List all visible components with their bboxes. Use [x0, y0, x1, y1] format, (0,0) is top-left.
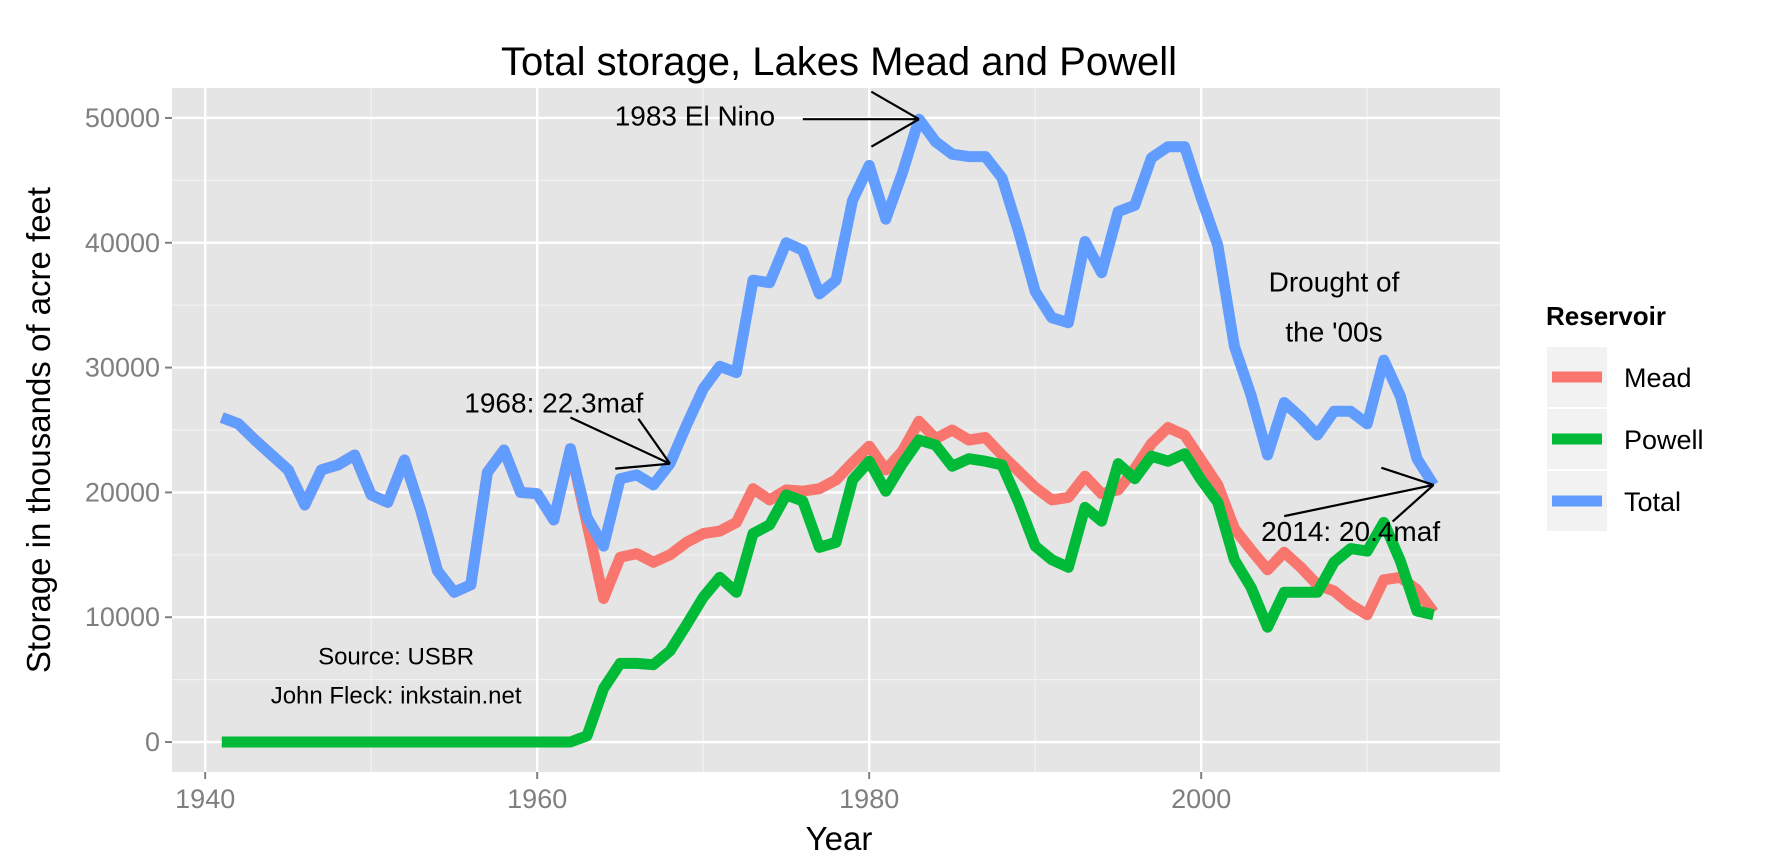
x-tick-label: 2000 — [1171, 784, 1231, 814]
y-axis: 0 10000 20000 30000 40000 50000 — [85, 103, 172, 757]
y-tick-label: 40000 — [85, 228, 160, 258]
annotation-label: 2014: 20.4maf — [1261, 516, 1440, 547]
annotation-arrow-head — [870, 118, 920, 148]
legend: Reservoir Mead Powell Total — [1545, 301, 1704, 533]
legend-label-mead: Mead — [1624, 363, 1692, 393]
y-axis-title: Storage in thousands of acre feet — [20, 187, 57, 673]
series-line-total — [219, 113, 1439, 598]
x-tick-label: 1940 — [175, 784, 235, 814]
annotation-arrow-shaft — [1283, 483, 1434, 518]
y-tick-label: 30000 — [85, 353, 160, 383]
annotation-label: Drought of — [1269, 266, 1400, 297]
x-axis: 1940 1960 1980 2000 — [175, 772, 1231, 814]
annotation-label: the '00s — [1285, 316, 1382, 347]
legend-label-total: Total — [1624, 487, 1681, 517]
annotation-arrow-head — [615, 462, 671, 470]
annotation-label: John Fleck: inkstain.net — [271, 682, 522, 709]
y-tick-label: 50000 — [85, 103, 160, 133]
y-tick-label: 20000 — [85, 477, 160, 507]
annotation-arrow-head — [637, 418, 671, 465]
annotation-label: Source: USBR — [318, 644, 474, 671]
series-line-powell — [221, 434, 1435, 748]
y-tick-label: 10000 — [85, 602, 160, 632]
plot-panel: 1983 El Nino 1968: 22.3maf Drought of the '… — [172, 88, 1500, 772]
legend-title: Reservoir — [1546, 301, 1666, 331]
annotation-label: 1983 El Nino — [615, 100, 775, 131]
annotation-arrow-head — [1381, 466, 1434, 486]
legend-label-powell: Powell — [1624, 425, 1704, 455]
x-tick-label: 1980 — [839, 784, 899, 814]
x-tick-label: 1960 — [507, 784, 567, 814]
y-tick-label: 0 — [145, 727, 160, 757]
annotation-arrow-shaft — [569, 416, 671, 465]
x-axis-title: Year — [806, 820, 873, 857]
annotation-arrow-head — [1391, 484, 1435, 523]
annotation-label: 1968: 22.3maf — [464, 388, 643, 419]
annotation-arrow-head — [870, 90, 920, 121]
chart-title: Total storage, Lakes Mead and Powell — [501, 40, 1177, 84]
